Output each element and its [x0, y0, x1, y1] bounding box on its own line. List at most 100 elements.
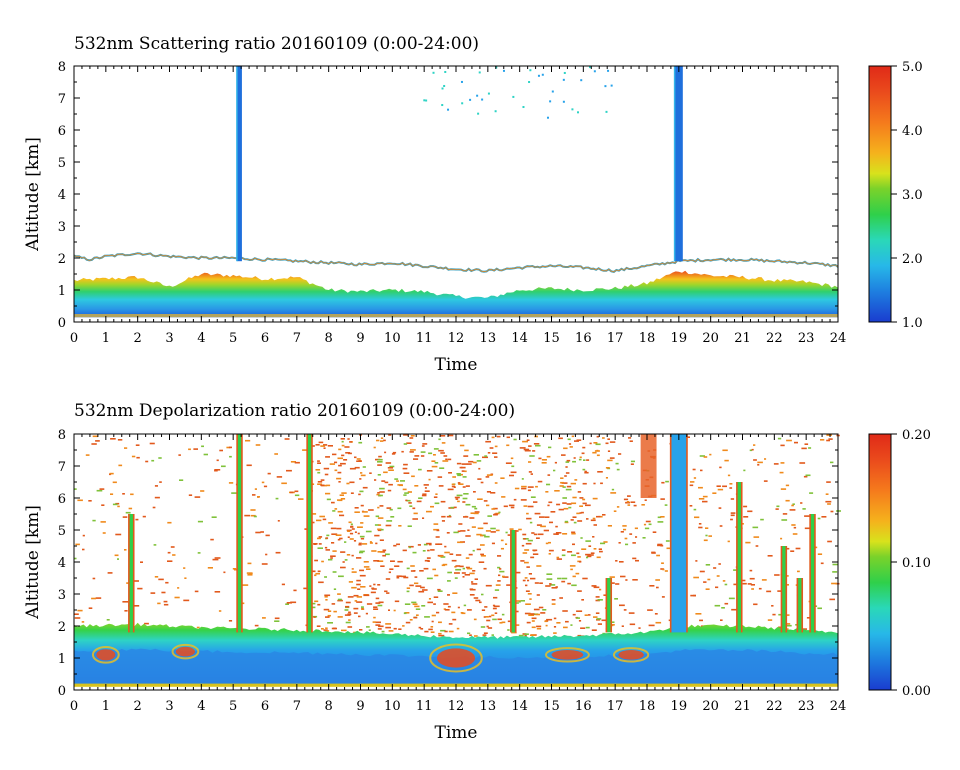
noise-speckle	[385, 524, 392, 527]
x-tick-label: 6	[261, 331, 269, 346]
speckle	[444, 70, 447, 73]
cloud-block	[640, 434, 657, 498]
x-tick-label: 15	[543, 699, 560, 714]
x-tick-label: 2	[134, 331, 142, 346]
noise-speckle	[312, 513, 317, 515]
noise-speckle	[540, 525, 546, 528]
noise-speckle	[321, 628, 324, 630]
noise-speckle	[377, 492, 380, 494]
speckle	[610, 84, 613, 87]
noise-speckle	[829, 598, 835, 601]
noise-speckle	[377, 506, 380, 509]
noise-speckle	[664, 570, 668, 572]
noise-speckle	[690, 481, 695, 483]
noise-speckle	[362, 486, 368, 489]
high-depol-patch-edge	[429, 643, 483, 673]
noise-speckle	[542, 609, 547, 611]
speckle	[425, 99, 428, 102]
noise-speckle	[442, 563, 448, 566]
noise-speckle	[337, 457, 343, 460]
noise-speckle	[607, 450, 611, 452]
noise-speckle	[437, 588, 441, 591]
noise-speckle	[453, 506, 457, 509]
plume-edge	[128, 514, 130, 633]
noise-speckle	[817, 517, 821, 520]
noise-speckle	[635, 536, 638, 538]
noise-speckle	[628, 612, 635, 614]
noise-speckle	[377, 628, 382, 630]
x-tick-label: 0	[70, 331, 78, 346]
noise-speckle	[463, 604, 467, 607]
noise-speckle	[231, 492, 237, 494]
noise-speckle	[471, 583, 478, 585]
noise-speckle	[562, 610, 568, 612]
noise-speckle	[474, 511, 480, 513]
noise-speckle	[607, 525, 612, 527]
noise-speckle	[565, 466, 568, 468]
noise-speckle	[255, 444, 261, 446]
noise-speckle	[221, 465, 226, 468]
noise-speckle	[410, 449, 416, 451]
noise-speckle	[244, 514, 250, 517]
noise-speckle	[228, 446, 232, 449]
x-tick-label: 13	[480, 331, 497, 346]
noise-speckle	[88, 607, 93, 609]
noise-speckle	[362, 511, 368, 513]
noise-speckle	[607, 459, 613, 462]
x-tick-label: 9	[356, 699, 364, 714]
noise-speckle	[747, 510, 753, 513]
noise-speckle	[652, 531, 657, 533]
noise-speckle	[441, 515, 446, 518]
noise-speckle	[573, 457, 576, 459]
noise-speckle	[470, 512, 475, 514]
noise-speckle	[354, 456, 357, 459]
noise-speckle	[464, 470, 467, 473]
noise-speckle	[91, 443, 97, 445]
x-tick-label: 17	[607, 699, 624, 714]
noise-speckle	[556, 622, 561, 624]
noise-speckle	[530, 473, 533, 475]
noise-speckle	[559, 597, 563, 599]
noise-speckle	[356, 460, 362, 462]
noise-speckle	[428, 628, 433, 631]
noise-speckle	[603, 541, 608, 543]
noise-speckle	[615, 462, 619, 465]
noise-speckle	[791, 524, 796, 526]
noise-speckle	[539, 582, 543, 584]
depolarization-ratio-colorbar	[868, 433, 892, 691]
noise-speckle	[626, 501, 630, 503]
noise-speckle	[593, 548, 597, 550]
noise-speckle	[323, 629, 328, 631]
noise-speckle	[595, 443, 601, 446]
noise-speckle	[398, 525, 402, 527]
noise-speckle	[644, 527, 650, 530]
noise-speckle	[619, 561, 624, 563]
noise-speckle	[597, 471, 603, 473]
noise-speckle	[727, 540, 730, 543]
noise-speckle	[480, 626, 486, 628]
noise-speckle	[384, 451, 387, 454]
noise-speckle	[316, 625, 321, 627]
noise-speckle	[216, 459, 219, 462]
noise-speckle	[596, 618, 602, 620]
noise-speckle	[457, 530, 461, 533]
noise-speckle	[351, 571, 357, 573]
noise-speckle	[326, 534, 330, 537]
noise-speckle	[392, 451, 397, 454]
depolarization-ratio-ylabel: Altitude [km]	[23, 505, 43, 620]
noise-speckle	[435, 543, 439, 545]
noise-speckle	[375, 515, 380, 518]
noise-speckle	[785, 484, 790, 487]
noise-speckle	[528, 445, 532, 447]
noise-speckle	[522, 579, 526, 582]
noise-speckle	[572, 543, 575, 546]
noise-speckle	[502, 575, 505, 578]
noise-speckle	[500, 477, 505, 479]
plume-edge	[514, 530, 517, 633]
noise-speckle	[562, 486, 566, 488]
noise-speckle	[341, 440, 344, 443]
y-tick-label: 6	[58, 492, 66, 507]
noise-speckle	[437, 590, 443, 592]
noise-speckle	[528, 614, 535, 616]
noise-speckle	[753, 459, 757, 461]
